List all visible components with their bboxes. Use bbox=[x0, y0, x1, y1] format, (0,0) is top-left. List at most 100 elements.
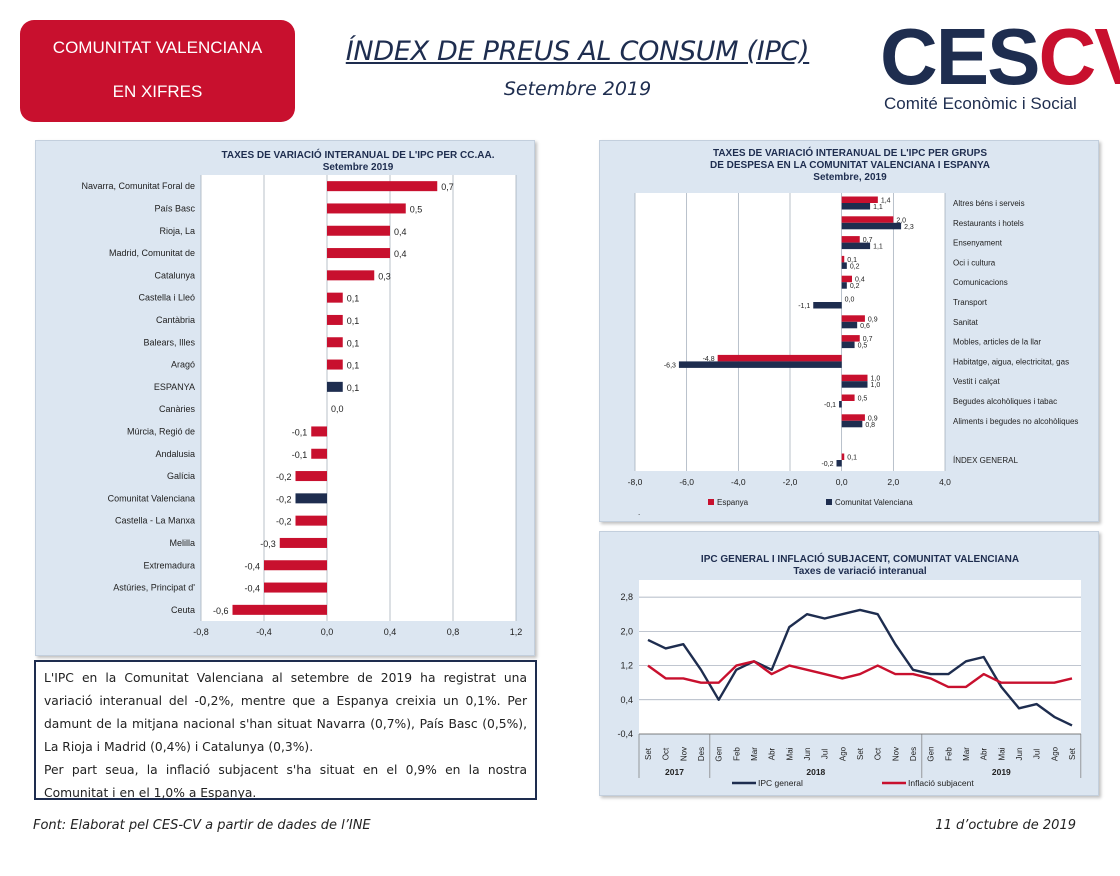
bar bbox=[327, 292, 343, 303]
bar bbox=[327, 203, 406, 214]
summary-paragraph-1: L'IPC en la Comunitat Valenciana al sete… bbox=[44, 671, 527, 754]
bar-cv bbox=[813, 302, 842, 309]
data-label: -0,1 bbox=[824, 402, 836, 409]
badge-line-2: EN XIFRES bbox=[112, 82, 203, 101]
category-label: Galícia bbox=[167, 471, 195, 481]
chart-groups-panel: TAXES DE VARIACIÓ INTERANUAL DE L'IPC PE… bbox=[599, 140, 1099, 522]
x-tick-label: Gen bbox=[927, 746, 936, 761]
chart-subtitle: Setembre 2019 bbox=[323, 162, 394, 173]
chart-title-line-1: TAXES DE VARIACIÓ INTERANUAL DE L'IPC PE… bbox=[713, 146, 987, 159]
data-label: -0,2 bbox=[276, 472, 292, 482]
category-label: Vestit i calçat bbox=[953, 377, 1000, 386]
x-tick-label: Feb bbox=[944, 747, 953, 761]
data-label: -0,3 bbox=[260, 539, 276, 549]
data-label: 1,1 bbox=[873, 244, 883, 251]
bar-cv bbox=[841, 381, 868, 388]
bar-espanya bbox=[841, 196, 878, 203]
bar-espanya bbox=[841, 275, 852, 283]
page-subtitle: Setembre 2019 bbox=[503, 78, 652, 100]
data-label: -0,6 bbox=[213, 606, 229, 616]
chart-ccaa-panel: TAXES DE VARIACIÓ INTERANUAL DE L'IPC PE… bbox=[35, 140, 535, 656]
legend-label: Comunitat Valenciana bbox=[835, 498, 913, 507]
x-tick-label: Des bbox=[697, 747, 706, 761]
note-mark: . bbox=[638, 508, 640, 517]
x-tick-label: 0,8 bbox=[447, 627, 460, 637]
bar-cv bbox=[836, 460, 842, 467]
bar-espanya bbox=[841, 374, 868, 382]
x-tick-label: -6,0 bbox=[679, 477, 694, 487]
data-label: 0,7 bbox=[441, 182, 454, 192]
data-label: -0,1 bbox=[292, 450, 308, 460]
x-tick-label: -0,8 bbox=[193, 627, 209, 637]
bar bbox=[327, 270, 375, 281]
bar-cv bbox=[841, 262, 847, 269]
section-badge: COMUNITAT VALENCIANA EN XIFRES bbox=[20, 20, 295, 122]
data-label: 0,5 bbox=[858, 343, 868, 350]
x-tick-label: 0,0 bbox=[836, 477, 848, 487]
x-tick-label: Set bbox=[644, 747, 653, 760]
data-label: 0,4 bbox=[394, 249, 407, 259]
chart-lines: IPC GENERAL I INFLACIÓ SUBJACENT, COMUNI… bbox=[617, 552, 1082, 788]
data-label: 1,0 bbox=[871, 376, 881, 383]
x-tick-label: -2,0 bbox=[783, 477, 798, 487]
category-label: Astúries, Principat d' bbox=[113, 583, 195, 593]
x-tick-label: 0,0 bbox=[321, 627, 334, 637]
x-tick-label: Jul bbox=[1033, 749, 1042, 759]
bar-cv bbox=[678, 361, 842, 368]
legend-swatch-cv bbox=[826, 499, 832, 505]
category-label: Aliments i begudes no alcohòliques bbox=[953, 417, 1078, 426]
bar-espanya bbox=[841, 315, 865, 322]
data-label: -0,4 bbox=[244, 561, 260, 571]
x-tick-label: Mar bbox=[750, 747, 759, 761]
x-tick-label: Abr bbox=[768, 747, 777, 760]
x-tick-label: -4,0 bbox=[731, 477, 746, 487]
chart-title-line-2: DE DESPESA EN LA COMUNITAT VALENCIANA I … bbox=[710, 160, 990, 171]
bar bbox=[311, 426, 327, 437]
data-label: 0,2 bbox=[850, 283, 860, 290]
x-tick-label: 1,2 bbox=[510, 627, 523, 637]
category-label: Navarra, Comunitat Foral de bbox=[81, 181, 195, 191]
plot-area bbox=[201, 175, 516, 621]
y-tick-label: 1,2 bbox=[620, 661, 633, 671]
chart-title: IPC GENERAL I INFLACIÓ SUBJACENT, COMUNI… bbox=[701, 552, 1019, 565]
y-tick-label: 2,0 bbox=[620, 626, 633, 636]
data-label: 0,3 bbox=[378, 271, 391, 281]
data-label: 0,9 bbox=[868, 316, 878, 323]
category-label: Múrcia, Regió de bbox=[127, 426, 195, 436]
data-label: 1,1 bbox=[873, 204, 883, 211]
badge-line-1: COMUNITAT VALENCIANA bbox=[52, 38, 263, 57]
category-label: Castella i Lleó bbox=[138, 293, 195, 303]
page-title: ÍNDEX DE PREUS AL CONSUM (IPC) bbox=[345, 36, 810, 67]
bar-espanya bbox=[841, 216, 894, 223]
summary-paragraph-2: Per part seua, la inflació subjacent s'h… bbox=[44, 763, 527, 800]
category-label: Rioja, La bbox=[159, 226, 195, 236]
data-label: -0,2 bbox=[276, 494, 292, 504]
category-label: Aragó bbox=[171, 360, 195, 370]
bar bbox=[327, 359, 343, 370]
data-label: 1,0 bbox=[871, 382, 881, 389]
chart-title: TAXES DE VARIACIÓ INTERANUAL DE L'IPC PE… bbox=[222, 148, 495, 161]
category-label: Oci i cultura bbox=[953, 258, 996, 267]
x-tick-label: Set bbox=[856, 747, 865, 760]
category-label: Sanitat bbox=[953, 318, 979, 327]
y-tick-label: 2,8 bbox=[620, 592, 633, 602]
x-tick-label: Abr bbox=[980, 747, 989, 760]
category-label: ESPANYA bbox=[154, 382, 195, 392]
data-label: -0,1 bbox=[292, 427, 308, 437]
bar-espanya bbox=[841, 394, 855, 401]
legend-label: IPC general bbox=[758, 778, 803, 788]
legend-label: Inflació subjacent bbox=[908, 778, 974, 788]
bar-espanya bbox=[841, 335, 860, 342]
bar-espanya bbox=[841, 414, 865, 421]
category-label: Extremadura bbox=[143, 560, 195, 570]
category-label: Balears, Illes bbox=[143, 337, 195, 347]
bar-cv bbox=[839, 401, 842, 408]
bar-espanya bbox=[841, 255, 845, 263]
bar bbox=[327, 337, 343, 348]
bar-cv bbox=[841, 282, 847, 289]
data-label: 0,1 bbox=[347, 338, 360, 348]
x-tick-label: 0,4 bbox=[384, 627, 397, 637]
logo-part-1: CES bbox=[880, 12, 1040, 101]
x-tick-label: Feb bbox=[732, 747, 741, 761]
category-label: ÍNDEX GENERAL bbox=[953, 456, 1018, 465]
